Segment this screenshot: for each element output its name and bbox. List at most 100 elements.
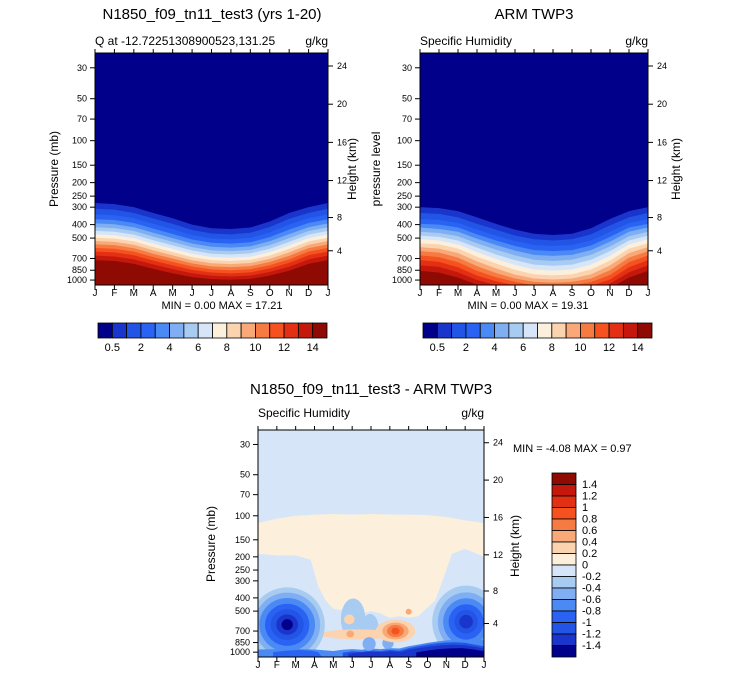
diff-contour-field (258, 430, 484, 657)
colorbar-cell (522, 322, 538, 339)
height-tick-label: 20 (657, 99, 667, 109)
colorbar-cell (551, 622, 577, 635)
month-tick-label: M (492, 288, 500, 299)
month-tick-label: A (550, 288, 557, 299)
pressure-tick-label: 50 (240, 470, 250, 480)
colorbar-label: 0.4 (582, 537, 597, 549)
pressure-tick-label: 300 (72, 202, 87, 212)
month-tick-label: J (190, 288, 195, 299)
colorbar-label: 0.8 (582, 514, 597, 526)
pressure-tick-label: 500 (235, 606, 250, 616)
pressure-tick-label: 50 (77, 94, 87, 104)
month-tick-label: D (305, 288, 312, 299)
pressure-tick-label: 150 (72, 160, 87, 170)
height-tick-label: 8 (657, 213, 662, 223)
colorbar-label: 2 (138, 342, 144, 354)
model-units-label: g/kg (305, 34, 328, 48)
pressure-tick-label: 700 (235, 626, 250, 636)
colorbar-label: -1 (582, 617, 592, 629)
obs-colorbar: 0.5 2 4 6 8 10 12 14 (422, 322, 653, 354)
colorbar-cell (212, 322, 228, 339)
month-tick-label: N (606, 288, 613, 299)
height-tick-label: 16 (657, 137, 667, 147)
month-tick-label: J (482, 660, 487, 671)
colorbar-cell (551, 553, 577, 566)
obs-contour-field (420, 53, 648, 285)
month-tick-label: D (625, 288, 632, 299)
month-tick-label: F (274, 660, 280, 671)
colorbar-label: 4 (167, 342, 173, 354)
month-tick-label: N (443, 660, 450, 671)
month-tick-label: J (369, 660, 374, 671)
diff-subtitle-left: Specific Humidity (258, 406, 350, 420)
colorbar-label: -0.2 (582, 571, 601, 583)
obs-panel: 3050701001502002503004005007008501000242… (369, 6, 683, 354)
model-title: N1850_f09_tn11_test3 (yrs 1-20) (102, 6, 321, 23)
colorbar-cell (622, 322, 639, 339)
colorbar-cell (97, 322, 113, 339)
obs-ylabel-height: Height (km) (669, 138, 683, 200)
pressure-tick-label: 200 (235, 552, 250, 562)
pressure-tick-label: 50 (402, 94, 412, 104)
month-tick-label: J (93, 288, 98, 299)
colorbar-cell (551, 530, 577, 543)
obs-axes (415, 49, 653, 290)
obs-subtitle-left: Specific Humidity (420, 34, 512, 48)
colorbar-label: 8 (549, 342, 555, 354)
month-tick-label: M (329, 660, 337, 671)
colorbar-cell (637, 322, 653, 339)
colorbar-label: 12 (603, 342, 615, 354)
month-tick-label: S (569, 288, 576, 299)
pressure-tick-label: 850 (397, 265, 412, 275)
colorbar-label: 4 (492, 342, 498, 354)
month-tick-label: J (209, 288, 214, 299)
obs-units-label: g/kg (625, 34, 648, 48)
height-tick-label: 8 (337, 213, 342, 223)
colorbar-label: 14 (632, 342, 644, 354)
pressure-tick-label: 500 (72, 233, 87, 243)
colorbar-cell (551, 541, 577, 554)
model-ylabel-pressure: Pressure (mb) (47, 131, 61, 207)
colorbar-cell (565, 322, 581, 339)
colorbar-cell (436, 322, 453, 339)
month-tick-label: F (111, 288, 117, 299)
month-tick-label: A (150, 288, 157, 299)
pressure-tick-label: 200 (72, 178, 87, 188)
month-tick-label: J (256, 660, 261, 671)
pressure-tick-label: 1000 (392, 275, 412, 285)
pressure-tick-label: 30 (240, 439, 250, 449)
obs-ylabel-pressure: pressure level (369, 132, 383, 207)
colorbar-label: -0.8 (582, 606, 601, 618)
colorbar-label: 1.4 (582, 479, 597, 491)
colorbar-cell (551, 610, 577, 623)
colorbar-label: 12 (278, 342, 290, 354)
obs-title: ARM TWP3 (495, 6, 574, 23)
diff-ylabel-pressure: Pressure (mb) (204, 506, 218, 582)
model-colorbar: 0.5 2 4 6 8 10 12 14 (97, 322, 328, 354)
colorbar-label: 6 (520, 342, 526, 354)
colorbar-label: 2 (463, 342, 469, 354)
colorbar-cell (551, 576, 577, 589)
colorbar-cell (451, 322, 467, 339)
pressure-tick-label: 700 (72, 253, 87, 263)
colorbar-label: 1 (582, 502, 588, 514)
colorbar-label: 0 (582, 560, 588, 572)
month-tick-label: S (247, 288, 254, 299)
height-tick-label: 24 (657, 61, 667, 71)
pressure-tick-label: 100 (72, 136, 87, 146)
model-minmax-label: MIN = 0.00 MAX = 17.21 (161, 300, 282, 312)
colorbar-cell (551, 484, 577, 497)
height-tick-label: 24 (337, 61, 347, 71)
height-tick-label: 12 (657, 176, 667, 186)
pressure-tick-label: 400 (397, 220, 412, 230)
colorbar-label: 0.5 (430, 342, 445, 354)
month-tick-label: J (646, 288, 651, 299)
pressure-tick-label: 700 (397, 253, 412, 263)
colorbar-cell (126, 322, 142, 339)
colorbar-label: 14 (307, 342, 319, 354)
colorbar-label: 10 (249, 342, 261, 354)
month-tick-label: F (436, 288, 442, 299)
diff-panel: 3050701001502002503004005007008501000242… (204, 381, 632, 671)
